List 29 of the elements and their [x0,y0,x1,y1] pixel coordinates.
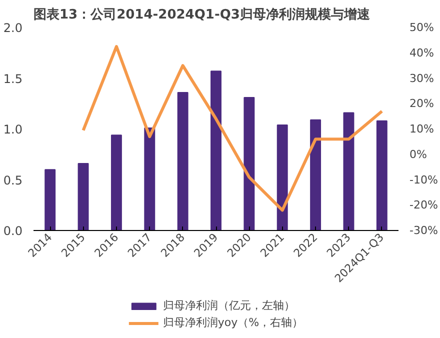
y-tick-label: 1.5 [3,72,23,86]
bar [276,124,288,230]
y-tick-label: 1.0 [3,122,23,136]
y2-tick-label: -30% [410,224,438,237]
y2-tick-label: 10% [410,122,434,136]
bar [177,92,188,230]
bar [310,119,322,230]
y2-tick-label: 40% [410,46,434,60]
y2-tick-label: 50% [410,21,434,34]
bar [376,120,388,230]
y2-tick-label: -10% [410,173,438,186]
y2-tick-label: 0% [410,148,427,161]
y-tick-label: 0.0 [3,224,23,238]
bar [210,70,222,230]
y2-tick-label: 30% [410,72,434,85]
legend-label: 归母净利润（亿元，左轴） [162,298,295,313]
bar [110,134,122,230]
y2-tick-label: 20% [410,97,434,110]
y2-tick-label: -20% [410,198,438,212]
legend-label: 归母净利润yoy（%，右轴） [162,315,304,330]
bar [144,127,156,230]
bar [44,169,56,230]
line-series [82,45,384,212]
bar [244,97,255,230]
y-tick-label: 0.5 [3,173,23,188]
bar [343,112,354,230]
chart-title: 图表13：公司2014-2024Q1-Q3归母净利润规模与增速 [34,6,371,22]
bar [78,163,89,230]
y-tick-label: 2.0 [3,21,23,35]
